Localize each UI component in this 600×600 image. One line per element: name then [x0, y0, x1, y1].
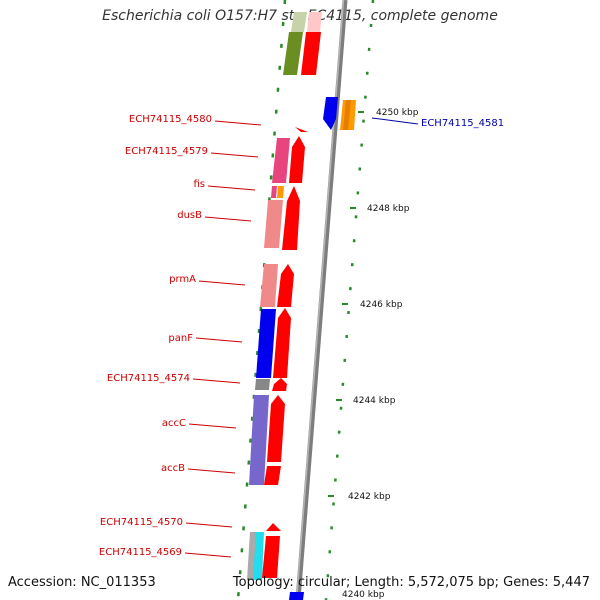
- kbp-scale: 4250 kbp 4248 kbp 4246 kbp 4244 kbp 4242…: [328, 108, 419, 600]
- label-leader: [371, 117, 419, 125]
- backbone-line: [295, 0, 348, 600]
- cds-light: [307, 12, 322, 32]
- gene-labels-left: ECH74115_4580 ECH74115_4579 fis dusB prm…: [99, 114, 262, 558]
- gene-light: [291, 12, 307, 32]
- left-genes: [247, 138, 290, 580]
- label-leader: [188, 423, 237, 429]
- kbp-label: 4248 kbp: [367, 204, 410, 214]
- cds-arrow: [262, 536, 280, 578]
- gene-group-4581: [323, 97, 356, 130]
- cds-arrow: [272, 378, 287, 391]
- label-leader: [195, 337, 243, 343]
- cds-arrow: [266, 523, 281, 531]
- cds-arrow: [282, 186, 300, 250]
- label-leader: [210, 152, 259, 158]
- accession-text: Accession: NC_011353: [8, 575, 156, 590]
- gene-label: accB: [161, 463, 185, 474]
- kbp-label: 4244 kbp: [353, 396, 396, 406]
- gene-blue-bottom: [289, 592, 304, 600]
- cds-arrow: [264, 466, 281, 485]
- cds-arrow: [301, 32, 321, 75]
- cds-arrow: [267, 395, 285, 462]
- gene-label: ECH74115_4579: [125, 146, 208, 157]
- kbp-label: 4250 kbp: [376, 108, 419, 118]
- gene-pink-small: [271, 186, 277, 198]
- gene-label: ECH74115_4581: [421, 118, 504, 129]
- label-leader: [207, 185, 256, 191]
- backbone-highlight: [295, 0, 345, 600]
- gene-orange-small: [277, 186, 284, 198]
- gene-purple: [249, 395, 269, 485]
- label-leader: [187, 468, 236, 474]
- gene-cyan: [253, 532, 264, 580]
- gene-pink: [272, 138, 290, 183]
- label-leader: [198, 280, 246, 286]
- kbp-label: 4240 kbp: [342, 590, 385, 600]
- gene-blue-arrow: [323, 97, 338, 130]
- gene-label: ECH74115_4569: [99, 547, 182, 558]
- top-genes: [283, 12, 322, 75]
- gene-salmon: [264, 200, 283, 248]
- label-leader: [214, 120, 262, 126]
- gene-label: accC: [162, 418, 186, 429]
- gene-salmon: [260, 264, 278, 307]
- gene-labels-right: ECH74115_4581: [371, 117, 504, 129]
- label-leader: [184, 552, 232, 558]
- label-leader: [204, 216, 252, 222]
- gene-blue: [256, 309, 276, 378]
- kbp-label: 4242 kbp: [348, 492, 391, 502]
- cds-arrow: [277, 264, 294, 307]
- gene-label: prmA: [169, 274, 196, 285]
- gene-label: fis: [193, 179, 205, 190]
- gene-grey: [255, 379, 270, 390]
- cds-arrow: [289, 136, 305, 183]
- label-leader: [192, 378, 241, 384]
- gene-label: ECH74115_4574: [107, 373, 190, 384]
- label-leader: [185, 522, 233, 528]
- kbp-label: 4246 kbp: [360, 300, 403, 310]
- cds-arrow: [295, 127, 308, 132]
- gene-label: panF: [168, 333, 193, 344]
- cds-arrows: [262, 127, 308, 600]
- gene-olive: [283, 32, 303, 75]
- gene-label: ECH74115_4570: [100, 517, 183, 528]
- topology-text: Topology: circular; Length: 5,572,075 bp…: [232, 575, 590, 590]
- gene-label: dusB: [177, 210, 202, 221]
- cds-arrow: [273, 308, 291, 378]
- gene-label: ECH74115_4580: [129, 114, 212, 125]
- gene-orange-shade: [343, 100, 351, 130]
